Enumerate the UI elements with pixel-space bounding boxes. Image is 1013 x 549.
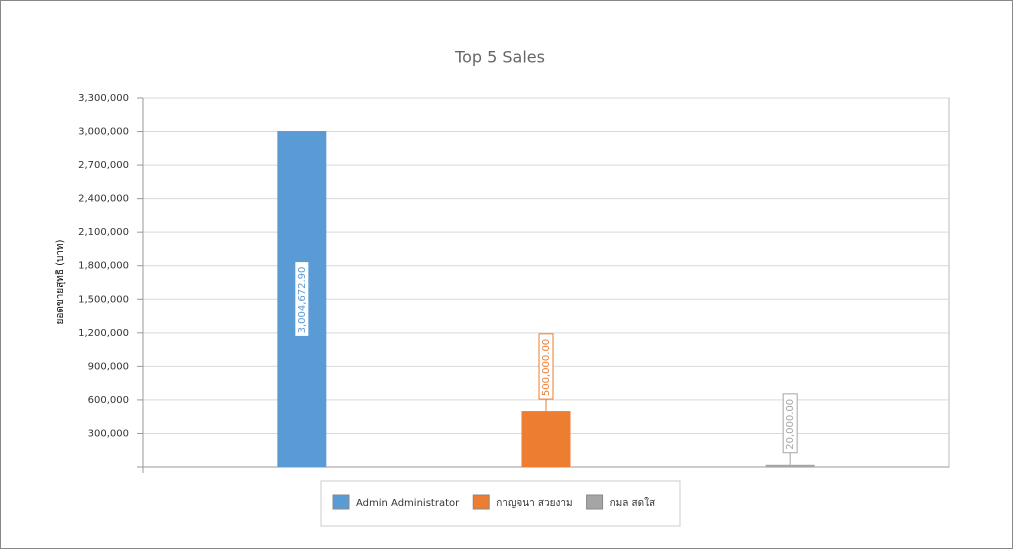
value-label: 3,004,672.90 [294,261,310,337]
bar [765,464,815,467]
y-tick-label: 2,400,000 [78,194,129,205]
y-axis-title: ยอดขายสุทธิ (บาท) [55,239,66,324]
value-label-text: 500,000.00 [541,339,552,396]
legend-label: กมล สดใส [610,497,656,509]
y-tick-label: 2,700,000 [78,160,129,171]
legend-label: Admin Administrator [356,498,460,509]
value-label: 500,000.00 [538,333,554,412]
value-label: 20,000.00 [782,393,798,465]
legend-box [320,480,681,527]
legend-swatch [472,494,490,510]
legend-swatch [586,494,604,510]
y-tick-label: 900,000 [88,361,129,372]
y-tick-label: 1,800,000 [78,261,129,272]
legend-label: กาญจนา สวยงาม [496,498,572,509]
bar [521,411,571,467]
y-tick-label: 2,100,000 [78,227,129,238]
chart-title: Top 5 Sales [454,48,545,67]
value-label-text: 20,000.00 [785,399,796,450]
legend-swatch [332,494,350,510]
y-tick-label: 300,000 [88,428,129,439]
y-tick-label: 3,300,000 [78,93,129,104]
y-tick-label: 600,000 [88,395,129,406]
value-label-text: 3,004,672.90 [297,267,308,334]
value-label-box [294,261,310,337]
y-tick-label: 1,500,000 [78,294,129,305]
y-tick-label: 3,000,000 [78,127,129,138]
legend: Admin Administrator กาญจนา สวยงาม กมล สดใส [320,480,681,527]
y-tick-label: 1,200,000 [78,328,129,339]
